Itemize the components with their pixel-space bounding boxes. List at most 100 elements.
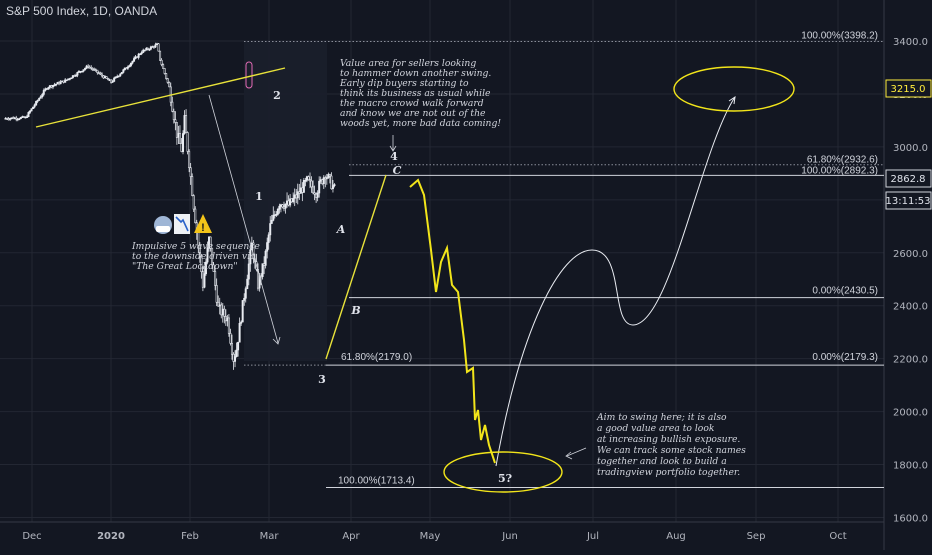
candle-body	[74, 74, 77, 77]
candle-body	[107, 78, 110, 81]
candle-body	[100, 73, 103, 77]
time-axis: Dec 2020 Feb Mar Apr May Jun Jul Aug Sep Oct	[22, 531, 846, 542]
candle-body	[67, 78, 70, 81]
note-line: to the downside driven via	[132, 251, 255, 262]
candle-body	[301, 187, 304, 193]
candle-body	[223, 308, 226, 317]
candle-body	[182, 133, 185, 152]
candle-body	[137, 53, 140, 58]
time-tick-label: Aug	[666, 531, 686, 542]
candle-body	[330, 175, 333, 190]
candle-body	[175, 122, 178, 138]
candle-body	[102, 75, 105, 79]
candle-body	[156, 43, 159, 46]
candle-body	[35, 101, 38, 106]
price-tick-label: 3000.0	[893, 143, 928, 154]
arrow-head	[728, 95, 736, 105]
candle-body	[53, 84, 56, 86]
price-tick-label: 1800.0	[893, 461, 928, 472]
candle-body	[178, 133, 181, 144]
candle-body	[65, 79, 68, 82]
candle-body	[166, 78, 169, 83]
candle-body	[116, 76, 119, 78]
candle-body	[318, 180, 321, 194]
current-price-value: 2862.8	[891, 174, 926, 185]
candle-body	[27, 112, 30, 118]
candle-body	[93, 69, 96, 71]
candle-body	[163, 68, 166, 74]
candle-body	[304, 180, 307, 182]
candle-body	[154, 44, 157, 48]
current-price-tag	[885, 169, 932, 188]
candle-body	[328, 174, 331, 177]
candle-body	[246, 278, 249, 290]
candle-body	[310, 180, 313, 188]
candle-body	[119, 73, 122, 77]
candle-body	[7, 118, 10, 121]
time-tick-label: Apr	[342, 531, 360, 542]
note-line: think its business as usual while	[340, 88, 491, 99]
candle-body	[159, 50, 162, 61]
wave-label: 3	[318, 373, 326, 386]
candle-body	[295, 194, 298, 199]
candle-body	[88, 66, 91, 69]
candle-body	[91, 68, 94, 70]
candle-body	[284, 203, 287, 209]
candle-body	[139, 53, 142, 56]
emoji-icons: !	[154, 214, 212, 234]
candles	[4, 42, 336, 370]
candle-body	[10, 117, 13, 119]
candle-body	[227, 317, 230, 334]
candle-body	[324, 177, 327, 180]
candle-body	[149, 46, 152, 50]
candle-body	[84, 67, 87, 70]
candle-body	[108, 79, 111, 82]
candle-body	[270, 219, 273, 224]
candle-body	[73, 75, 76, 77]
candle-body	[55, 83, 58, 86]
candle-body	[183, 115, 186, 134]
arrow-swing	[566, 447, 587, 457]
note-line: Value area for sellers looking	[340, 58, 476, 69]
candle-body	[81, 70, 84, 73]
candle-body	[29, 110, 32, 113]
candle-body	[289, 198, 292, 206]
arrow-impulse	[208, 94, 279, 344]
candle-body	[45, 88, 48, 90]
wave-label: 4	[390, 150, 398, 163]
candle-body	[299, 187, 302, 194]
mask-face-icon	[156, 226, 170, 232]
candle-body	[51, 84, 54, 88]
candle-body	[38, 98, 41, 101]
time-tick-label: Jun	[501, 531, 518, 542]
candle-body	[281, 204, 284, 208]
candle-body	[273, 214, 276, 217]
candle-body	[99, 73, 102, 75]
candle-body	[243, 297, 246, 301]
arrow-head	[565, 451, 573, 460]
candle-body	[122, 69, 125, 73]
candle-body	[214, 271, 217, 286]
candle-body	[264, 250, 267, 266]
candle-body	[16, 118, 19, 121]
candle-body	[211, 247, 214, 266]
candle-body	[244, 288, 247, 299]
candle-body	[218, 304, 221, 307]
time-tick-label: Jul	[586, 531, 599, 542]
time-tick-label: Oct	[829, 531, 846, 542]
candle-body	[275, 214, 278, 216]
candle-body	[224, 316, 227, 322]
candle-body	[331, 185, 334, 190]
note-line: at increasing bullish exposure.	[597, 434, 740, 445]
candle-body	[230, 343, 233, 355]
candle-body	[212, 264, 215, 272]
candle-body	[76, 72, 79, 76]
candle-body	[203, 273, 206, 288]
fib-label: 61.80%(2932.6)	[807, 155, 878, 166]
candle-body	[226, 317, 229, 322]
candle-body	[123, 67, 126, 71]
candle-body	[19, 117, 22, 120]
candle-body	[6, 117, 9, 120]
candle-body	[56, 82, 59, 85]
